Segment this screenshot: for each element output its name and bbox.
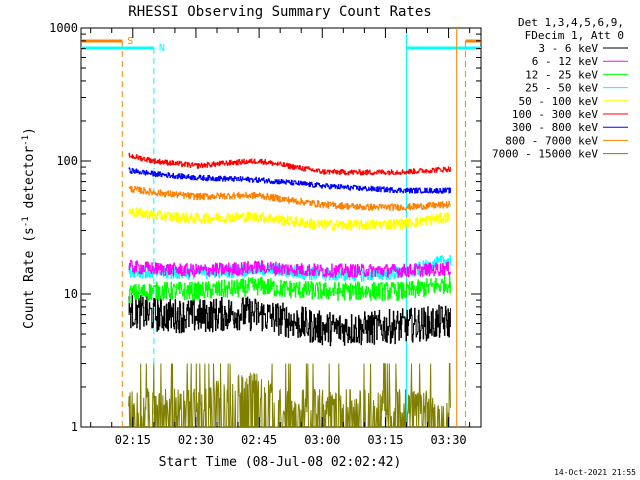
x-tick-label: 03:30	[431, 433, 467, 447]
series-line-50-100keV	[128, 207, 451, 231]
flag-bars: SN	[81, 28, 481, 427]
y-tick-label: 10	[64, 287, 78, 301]
series-line-800-7000keV	[128, 185, 451, 211]
series-line-12-25keV	[128, 274, 451, 304]
series-line-3-6keV	[128, 295, 451, 347]
y-tick-label: 1000	[49, 21, 78, 35]
y-axis-title-part: Count Rate (s	[22, 227, 37, 329]
legend-entry: 100 - 300 keV	[512, 108, 628, 121]
legend-header-line: Det 1,3,4,5,6,9,	[518, 16, 624, 29]
x-tick-label: 02:45	[241, 433, 277, 447]
series-line-300-800keV	[128, 167, 451, 194]
y-tick-label: 1	[71, 420, 78, 434]
series-line-6-12keV	[128, 259, 451, 278]
legend-header-line: FDecim 1, Att 0	[525, 29, 624, 42]
x-axis: 02:15 02:30 02:45 03:00 03:15 03:30	[90, 28, 471, 447]
legend-entry: 50 - 100 keV	[519, 95, 628, 108]
y-axis-title-part: detector	[22, 146, 37, 217]
flag-label: S	[127, 36, 133, 47]
legend-label: 6 - 12 keV	[532, 55, 599, 68]
legend-label: 100 - 300 keV	[512, 108, 598, 121]
series-line-7000-15000keV	[128, 363, 451, 427]
chart-title: RHESSI Observing Summary Count Rates	[128, 4, 431, 20]
legend-label: 300 - 800 keV	[512, 121, 598, 134]
series-line-100-300keV	[128, 152, 451, 176]
y-axis-title-superscript: -1	[21, 135, 31, 146]
series-group	[128, 152, 451, 427]
x-tick-label: 03:15	[367, 433, 403, 447]
legend-entry: 12 - 25 keV	[525, 68, 628, 81]
y-axis-title-part: )	[22, 127, 37, 135]
legend-entry: 3 - 6 keV	[538, 42, 628, 55]
y-axis-title: Count Rate (s-1 detector-1)	[21, 127, 37, 329]
y-tick-label: 100	[56, 154, 78, 168]
legend-entry: 300 - 800 keV	[512, 121, 628, 134]
legend-label: 50 - 100 keV	[519, 95, 599, 108]
legend-label: 25 - 50 keV	[525, 82, 598, 95]
legend-label: 7000 - 15000 keV	[492, 148, 598, 161]
flag-s: S	[81, 36, 481, 427]
footer-date: 14-Oct-2021 21:55	[554, 468, 636, 477]
legend-entry: 6 - 12 keV	[532, 55, 628, 68]
legend: Det 1,3,4,5,6,9, FDecim 1, Att 0 3 - 6 k…	[492, 16, 628, 161]
x-axis-title: Start Time (08-Jul-08 02:02:42)	[159, 455, 402, 470]
flag-label: N	[159, 43, 165, 54]
legend-label: 800 - 7000 keV	[505, 134, 598, 147]
x-tick-label: 03:00	[304, 433, 340, 447]
x-tick-label: 02:15	[115, 433, 151, 447]
legend-entry: 800 - 7000 keV	[505, 134, 628, 147]
legend-label: 12 - 25 keV	[525, 68, 598, 81]
x-tick-label: 02:30	[178, 433, 214, 447]
y-axis: 1 10 100 1000	[49, 21, 481, 434]
legend-label: 3 - 6 keV	[538, 42, 598, 55]
y-axis-title-superscript: -1	[21, 216, 31, 227]
legend-entry: 25 - 50 keV	[525, 82, 628, 95]
legend-entry: 7000 - 15000 keV	[492, 148, 628, 161]
